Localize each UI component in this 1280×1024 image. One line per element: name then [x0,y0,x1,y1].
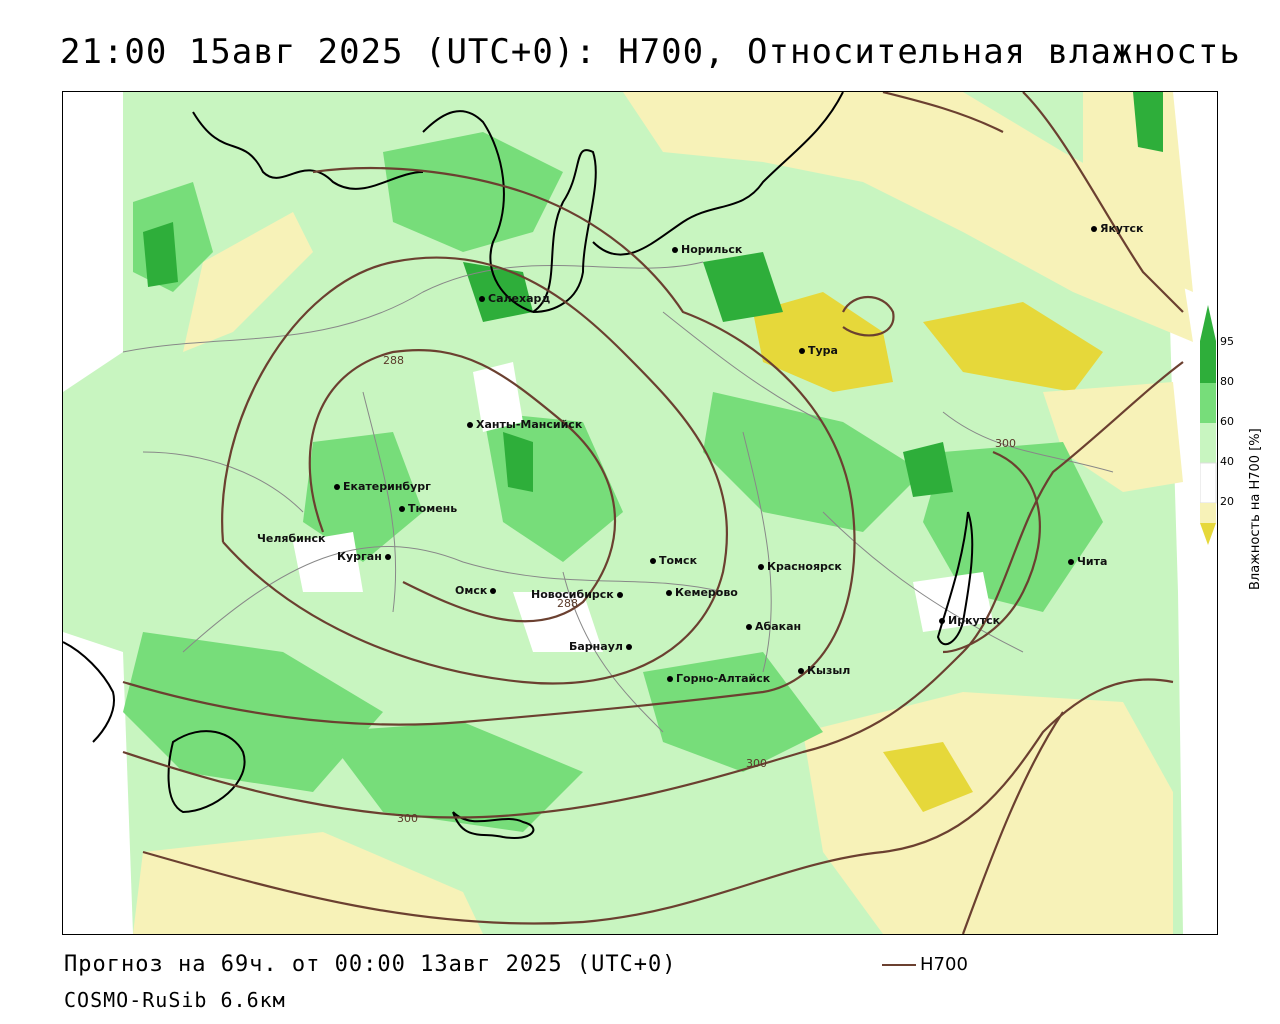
legend-band-95 [1200,341,1216,383]
legend-band-60 [1200,423,1216,463]
dry-area-west [183,212,313,352]
city-dot [650,558,656,564]
city-dot [467,422,473,428]
city-kemerovo: Кемерово [666,586,738,599]
city-dot [625,644,632,650]
city-tura: Тура [799,344,838,357]
city-dot [479,296,485,302]
city-tyumen: Тюмень [399,502,457,515]
city-kyzyl: Кызыл [798,664,850,677]
city-yekaterinburg: Екатеринбург [334,480,431,493]
city-dot [666,590,672,596]
h700-isolines [122,92,1184,934]
city-dot [616,592,623,598]
isoline-legend-label: H700 [920,954,968,975]
legend-band-80 [1200,383,1216,423]
dry-area-southwest [133,832,483,934]
city-dot [799,348,805,354]
legend-tick-40: 40 [1220,455,1234,468]
moist-area-altai [643,652,823,772]
coastlines [63,92,974,839]
dry-area-southeast [803,692,1173,934]
city-dot [939,618,945,624]
legend-tick-60: 60 [1220,415,1234,428]
legend-colorbar [1200,305,1217,545]
city-gorno-altaysk: Горно-Алтайск [667,672,770,685]
city-khanty-mansiysk: Ханты-Мансийск [467,418,582,431]
humidity-legend: 95 80 60 40 20 [1200,305,1270,565]
city-dot [758,564,764,570]
legend-tick-20: 20 [1220,495,1234,508]
humidity-field [63,92,1217,934]
city-tomsk: Томск [650,554,697,567]
city-dot [1068,559,1074,565]
city-salekhard: Салехард [479,292,550,305]
city-abakan: Абакан [746,620,801,633]
dry-area-chita-north [1043,382,1183,492]
isoline-label-300-south: 300 [746,757,767,770]
wet-core-center [503,432,533,492]
moist-area-baikal [923,442,1103,612]
legend-tick-95: 95 [1220,335,1234,348]
moist-area-kazakhstan [323,722,583,832]
city-chelyabinsk: Челябинск [257,532,326,545]
isoline-legend: H700 [882,954,968,975]
very-dry-area-southeast [883,742,973,812]
legend-tick-80: 80 [1220,375,1234,388]
outside-domain-nw [63,92,123,392]
legend-title: Влажность на H700 [%] [1248,428,1263,590]
city-omsk: Омск [455,584,499,597]
dry-area-north [623,92,1193,342]
city-chita: Чита [1068,555,1107,568]
city-dot [672,247,678,253]
legend-arrow-top [1200,305,1216,341]
map-panel: 288 288 300 300 300 Якутск Норильск Сале… [62,91,1218,935]
isoline-swatch [882,964,916,966]
city-kurgan: Курган [337,550,394,563]
city-dot [399,506,405,512]
wet-core-northwest [143,222,178,287]
low-humidity-kurgan [293,532,363,592]
legend-band-20 [1200,503,1216,523]
very-dry-area-tura [753,292,893,392]
model-name: COSMO-RuSib 6.6км [64,988,286,1012]
map-title: 21:00 15авг 2025 (UTC+0): H700, Относите… [60,32,1241,72]
moist-area-yamal [383,132,563,252]
isoline-label-300-southwest: 300 [397,812,418,825]
legend-arrow-bottom [1200,523,1216,545]
city-dot [384,554,391,560]
city-krasnoyarsk: Красноярск [758,560,842,573]
city-barnaul: Барнаул [569,640,635,653]
wet-core-east [903,442,953,497]
city-dot [798,668,804,674]
city-norilsk: Норильск [672,243,742,256]
forecast-info: Прогноз на 69ч. от 00:00 13авг 2025 (UTC… [64,952,677,977]
city-dot [1091,226,1097,232]
isoline-label-288-center: 288 [557,597,578,610]
city-yakutsk: Якутск [1091,222,1143,235]
legend-band-40 [1200,462,1217,504]
isoline-label-288-north: 288 [383,354,404,367]
city-dot [667,676,673,682]
wet-core-salekhard [463,262,533,322]
city-dot [746,624,752,630]
outside-domain-sw [63,632,133,934]
isoline-label-300-east: 300 [995,437,1016,450]
dry-area-northeast [1083,92,1193,292]
city-irkutsk: Иркутск [939,614,1000,627]
city-dot [334,484,340,490]
city-novosibirsk: Новосибирск [531,588,626,601]
low-humidity-khanty [473,362,523,432]
wet-core-northeast [1133,92,1163,152]
city-dot [490,588,497,594]
wet-core-norilsk [703,252,783,322]
low-humidity-omsk [513,592,603,652]
very-dry-area-east [923,302,1103,392]
low-humidity-irkutsk [913,572,993,632]
